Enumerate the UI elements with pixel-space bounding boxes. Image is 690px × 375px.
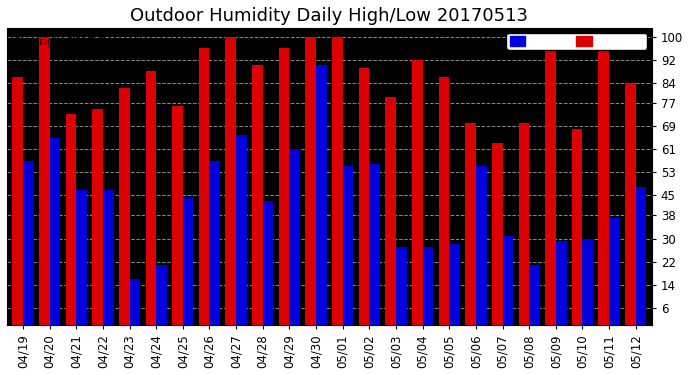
Bar xyxy=(279,48,289,325)
Bar xyxy=(625,83,635,325)
Bar xyxy=(76,189,87,325)
Bar xyxy=(183,198,193,325)
Bar xyxy=(66,114,76,325)
Bar xyxy=(119,88,130,325)
Bar xyxy=(412,60,422,325)
Bar xyxy=(172,106,183,325)
Bar xyxy=(449,244,460,325)
Bar xyxy=(422,247,433,325)
Bar xyxy=(236,135,247,325)
Bar xyxy=(103,189,114,325)
Bar xyxy=(476,166,486,325)
Bar xyxy=(359,68,369,325)
Bar xyxy=(130,279,140,325)
Bar xyxy=(465,123,476,325)
Bar xyxy=(210,160,220,325)
Bar xyxy=(369,164,380,325)
Legend: Low  (%), High  (%): Low (%), High (%) xyxy=(506,33,647,50)
Bar xyxy=(39,36,50,325)
Text: Copyright 2017 Cartronics.com: Copyright 2017 Cartronics.com xyxy=(13,37,177,47)
Bar xyxy=(263,201,273,325)
Title: Outdoor Humidity Daily High/Low 20170513: Outdoor Humidity Daily High/Low 20170513 xyxy=(130,7,529,25)
Bar xyxy=(156,264,167,325)
Bar xyxy=(306,36,316,325)
Bar xyxy=(635,187,647,325)
Bar xyxy=(385,97,396,325)
Bar xyxy=(529,264,540,325)
Bar xyxy=(582,238,593,325)
Bar xyxy=(289,149,300,325)
Bar xyxy=(556,242,566,325)
Bar xyxy=(23,160,34,325)
Bar xyxy=(92,109,103,325)
Bar xyxy=(502,236,513,325)
Bar xyxy=(519,123,529,325)
Bar xyxy=(572,129,582,325)
Bar xyxy=(609,218,620,325)
Bar xyxy=(343,166,353,325)
Bar xyxy=(146,71,156,325)
Bar xyxy=(50,138,60,325)
Bar xyxy=(199,48,210,325)
Bar xyxy=(316,65,326,325)
Bar xyxy=(492,143,502,325)
Bar xyxy=(252,65,263,325)
Bar xyxy=(226,36,236,325)
Bar xyxy=(598,51,609,325)
Bar xyxy=(439,77,449,325)
Bar xyxy=(332,36,343,325)
Bar xyxy=(545,51,556,325)
Bar xyxy=(12,77,23,325)
Bar xyxy=(396,247,406,325)
